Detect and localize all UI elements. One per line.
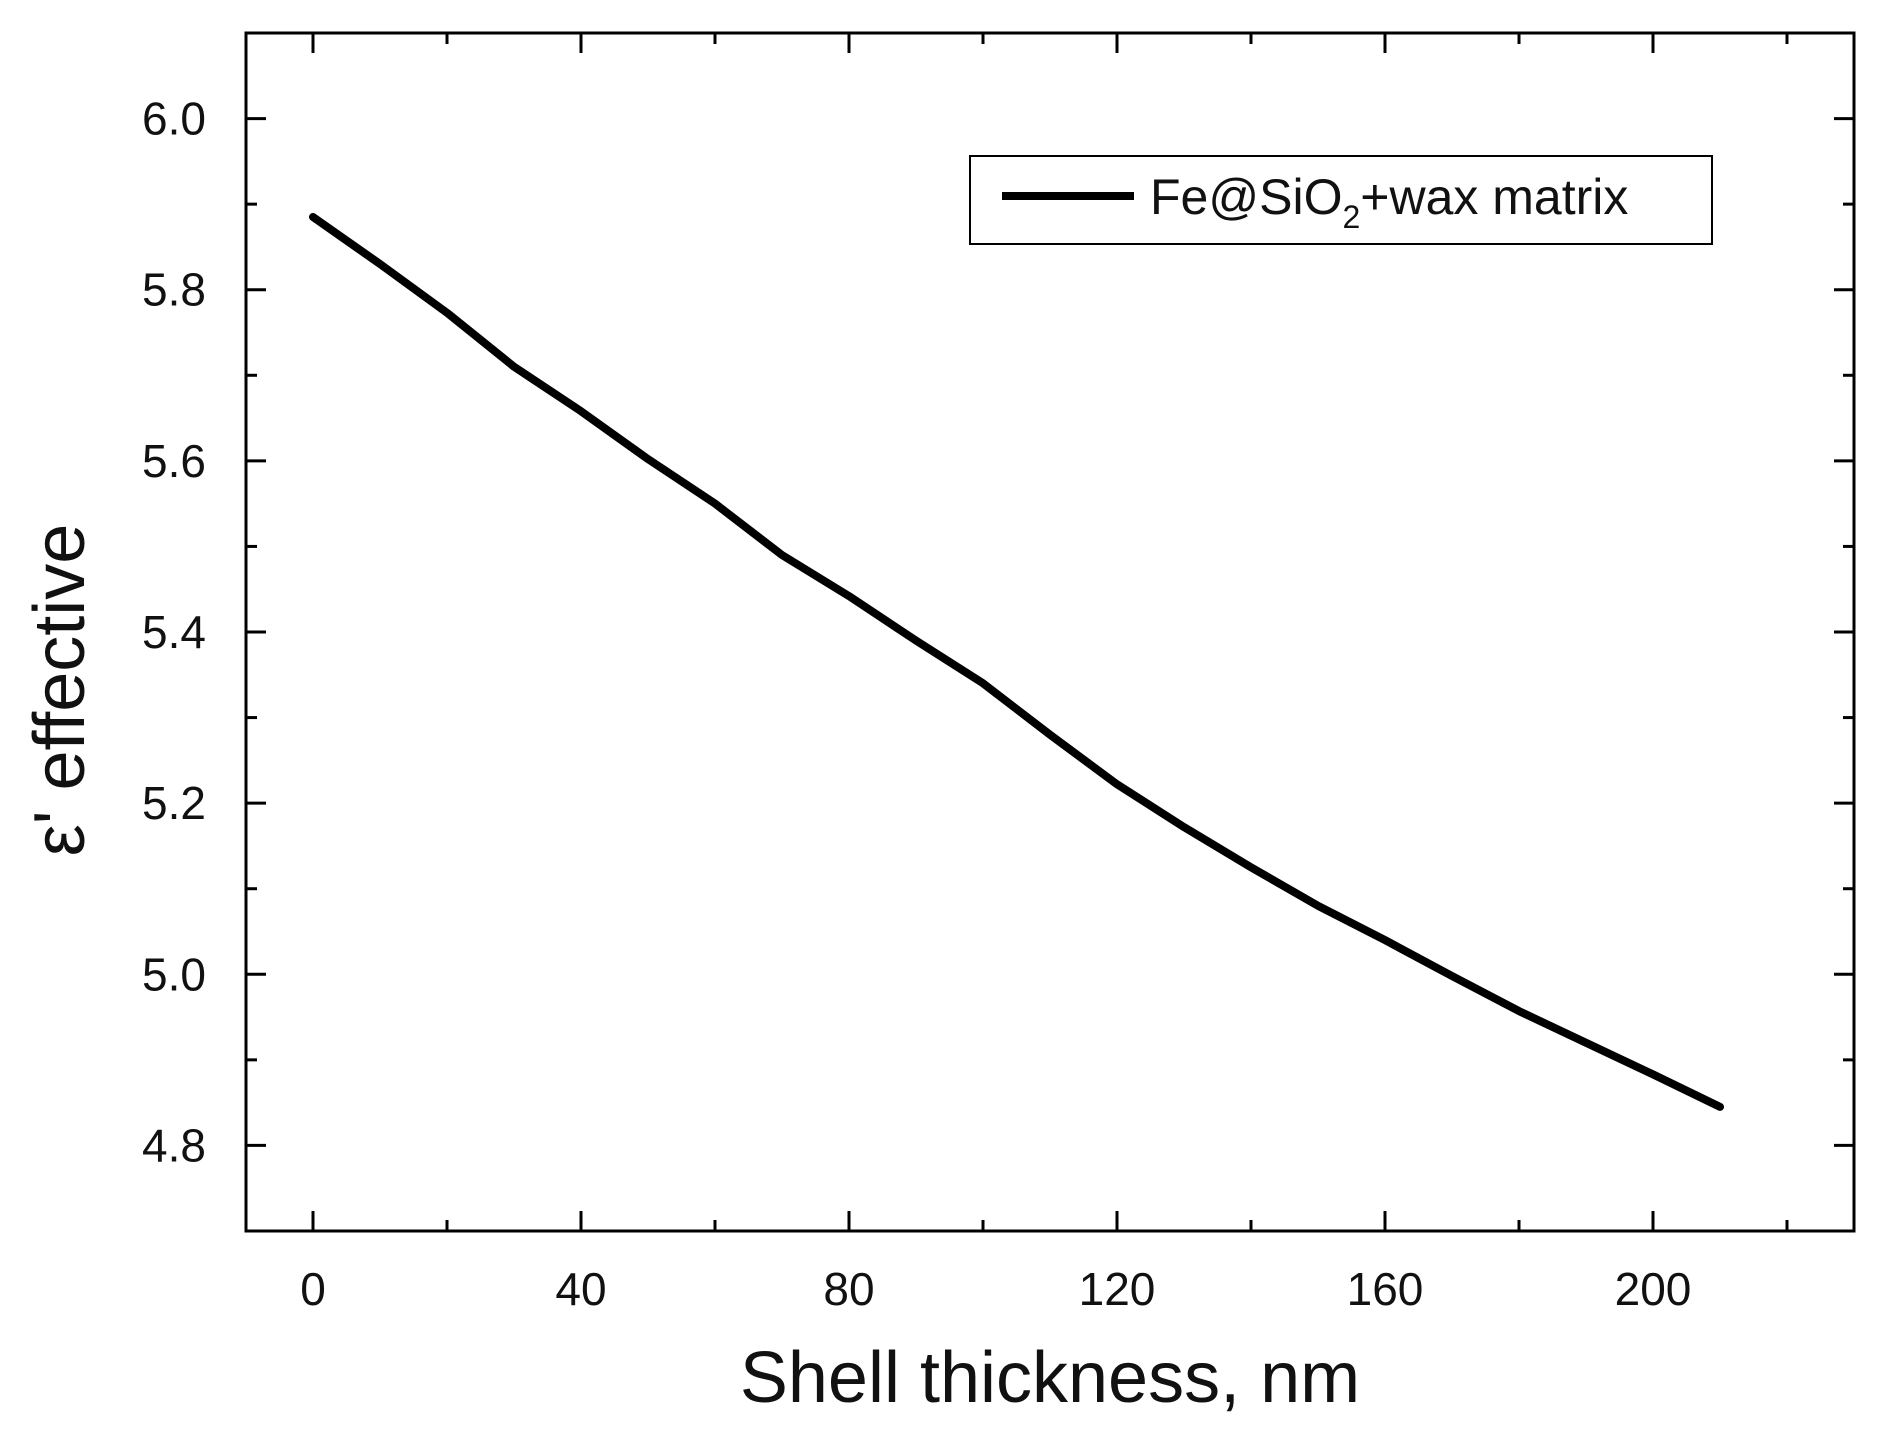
y-tick-label: 5.4 [142,606,206,658]
series-line-fe-sio2-wax [309,213,1724,1111]
x-axis-title: Shell thickness, nm [740,1338,1360,1418]
legend-label-main: Fe@SiO [1150,169,1342,225]
y-tick-label: 5.2 [142,777,206,829]
legend-label-subscript: 2 [1342,199,1360,235]
legend-label-tail: +wax matrix [1360,169,1628,225]
y-tick-label: 5.8 [142,264,206,316]
y-tick-label: 5.0 [142,948,206,1000]
x-tick-label: 0 [300,1263,326,1315]
x-tick-label: 40 [555,1263,606,1315]
x-tick-label: 120 [1079,1263,1156,1315]
y-tick-label: 6.0 [142,93,206,145]
x-tick-label: 200 [1615,1263,1692,1315]
x-tick-label: 160 [1347,1263,1424,1315]
legend-label: Fe@SiO2+wax matrix [1150,169,1628,235]
x-tick-label: 80 [823,1263,874,1315]
y-axis-title: ε' effective [20,524,100,857]
y-tick-label: 4.8 [142,1119,206,1171]
y-tick-label: 5.6 [142,435,206,487]
legend: Fe@SiO2+wax matrix [969,155,1713,245]
x-axis: 0 40 80 120 160 200 [300,33,1789,1315]
y-axis: 4.8 5.0 5.2 5.4 5.6 5.8 6.0 [142,93,1854,1171]
